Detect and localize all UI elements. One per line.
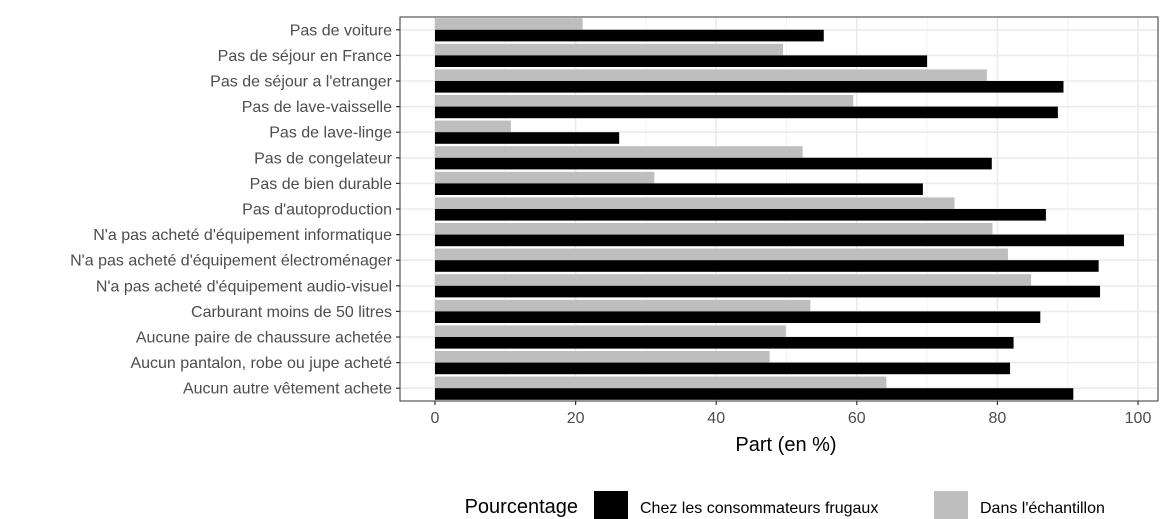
y-tick-label: Aucune paire de chaussure achetée [136, 330, 392, 347]
y-tick-label: Aucun autre vêtement achete [183, 381, 392, 398]
bar-dans-echantillon [435, 95, 854, 107]
bar-dans-echantillon [435, 197, 955, 209]
bar-dans-echantillon [435, 146, 803, 158]
x-tick-label: 100 [1125, 410, 1152, 427]
x-tick-label: 40 [707, 410, 725, 427]
y-tick-label: Pas d'autoproduction [242, 202, 392, 219]
x-axis: 0 20 40 60 80 100 [431, 401, 1152, 427]
legend-label: Dans l'échantillon [980, 500, 1105, 517]
y-tick-label: Pas de voiture [290, 22, 392, 39]
bar-consommateurs-frugaux [435, 106, 1058, 119]
y-tick-label: N'a pas acheté d'équipement informatique [93, 227, 392, 244]
y-tick-label: N'a pas acheté d'équipement audio-visuel [96, 278, 392, 295]
y-axis: Pas de voiture Pas de séjour en France Pas… [70, 22, 400, 398]
bar-dans-echantillon [435, 248, 1008, 261]
legend-items: Chez les consommateurs frugaux Dans l'éch… [594, 491, 1105, 519]
bar-consommateurs-frugaux [435, 55, 928, 67]
bar-dans-echantillon [435, 325, 786, 337]
bar-dans-echantillon [435, 376, 887, 389]
bar-dans-echantillon [435, 351, 770, 363]
legend: Pourcentage Chez les consommateurs fruga… [465, 491, 1105, 519]
x-axis-title: Part (en %) [735, 434, 836, 456]
bar-consommateurs-frugaux [435, 132, 620, 144]
y-tick-label: Pas de lave-vaisselle [242, 99, 392, 116]
y-tick-label: Pas de lave-linge [269, 125, 392, 142]
bar-consommateurs-frugaux [435, 362, 1011, 375]
bar-dans-echantillon [435, 43, 783, 56]
bar-dans-echantillon [435, 299, 811, 312]
x-tick-label: 80 [989, 410, 1007, 427]
legend-title: Pourcentage [465, 496, 578, 518]
bar-dans-echantillon [435, 223, 993, 235]
bar-consommateurs-frugaux [435, 260, 1099, 272]
y-tick-label: Pas de séjour a l'etranger [210, 74, 393, 91]
bar-consommateurs-frugaux [435, 183, 923, 195]
bar-consommateurs-frugaux [435, 209, 1046, 221]
bar-dans-echantillon [435, 171, 655, 184]
bars [435, 18, 1124, 400]
legend-key [594, 491, 628, 519]
bar-consommateurs-frugaux [435, 285, 1101, 298]
y-tick-label: N'a pas acheté d'équipement électroménag… [70, 253, 393, 270]
bar-dans-echantillon [435, 69, 987, 81]
bar-dans-echantillon [435, 274, 1032, 286]
y-tick-label: Aucun pantalon, robe ou jupe acheté [130, 355, 392, 372]
y-tick-label: Pas de congelateur [254, 150, 393, 167]
y-tick-label: Pas de séjour en France [218, 48, 392, 65]
legend-label: Chez les consommateurs frugaux [640, 500, 878, 517]
bar-consommateurs-frugaux [435, 29, 824, 42]
x-tick-label: 0 [431, 410, 440, 427]
bar-consommateurs-frugaux [435, 157, 992, 170]
bar-consommateurs-frugaux [435, 311, 1041, 323]
bar-dans-echantillon [435, 18, 583, 30]
bar-consommateurs-frugaux [435, 81, 1064, 93]
x-tick-label: 20 [567, 410, 585, 427]
y-tick-label: Pas de bien durable [250, 176, 392, 193]
legend-key [934, 491, 968, 519]
y-tick-label: Carburant moins de 50 litres [191, 304, 392, 321]
bar-consommateurs-frugaux [435, 388, 1074, 400]
bar-dans-echantillon [435, 120, 511, 133]
bar-consommateurs-frugaux [435, 337, 1014, 349]
bar-consommateurs-frugaux [435, 234, 1124, 247]
x-tick-label: 60 [848, 410, 866, 427]
